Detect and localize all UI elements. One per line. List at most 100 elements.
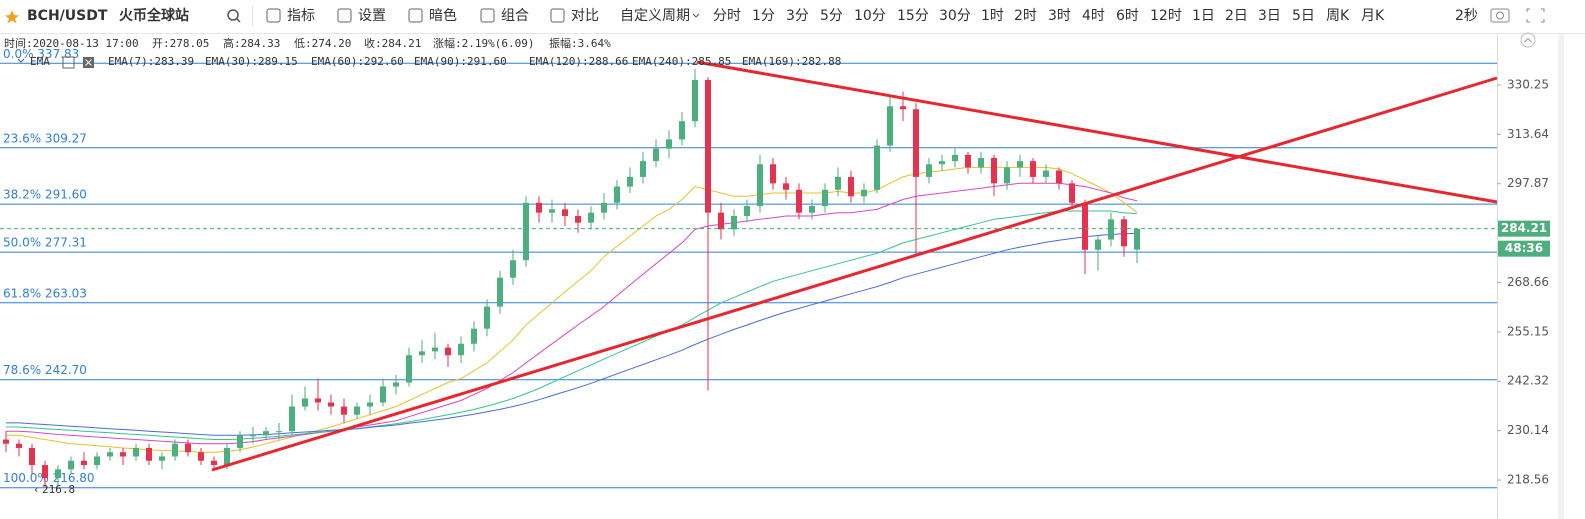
y-tick-label: 218.56 <box>1507 472 1549 486</box>
info-field: 收:284.21 <box>364 36 421 50</box>
period-button[interactable]: 2日 <box>1225 8 1248 24</box>
candle-body <box>848 176 854 197</box>
collapse-button[interactable] <box>1520 32 1536 48</box>
candle-body <box>445 347 451 356</box>
period-button[interactable]: 4时 <box>1082 8 1105 24</box>
y-tick-label: 230.14 <box>1507 423 1549 437</box>
candle-body <box>523 202 529 261</box>
period-button[interactable]: 分时 <box>713 8 741 24</box>
candle-body <box>185 443 191 453</box>
candle-body <box>81 460 87 466</box>
fib-label: 61.8% 263.03 <box>3 286 87 300</box>
legend-caret[interactable] <box>17 58 25 63</box>
candle-body <box>1056 170 1062 184</box>
ema-title: EMA <box>30 55 50 68</box>
close-x <box>85 59 92 66</box>
candle-body <box>393 382 399 387</box>
period-button[interactable]: 1日 <box>1192 8 1215 24</box>
collapse-arrow <box>1524 37 1532 43</box>
candle-body <box>640 161 646 177</box>
candle-body <box>653 148 659 162</box>
candle-body <box>1043 170 1049 177</box>
candle-body <box>172 443 178 457</box>
period-button[interactable]: 5日 <box>1292 8 1315 24</box>
fib-label: 23.6% 309.27 <box>3 131 87 145</box>
candle-body <box>237 435 243 448</box>
period-button[interactable]: 6时 <box>1116 8 1139 24</box>
period-button[interactable]: 12时 <box>1150 8 1182 24</box>
candle-body <box>1095 239 1101 250</box>
candle-body <box>211 460 217 466</box>
candle-body <box>965 154 971 168</box>
y-tick-label: 330.25 <box>1507 78 1549 92</box>
candle-body <box>705 79 711 213</box>
candle-body <box>276 431 282 433</box>
period-button[interactable]: 3分 <box>786 8 809 24</box>
candle-body <box>94 456 100 466</box>
settings-box[interactable] <box>62 56 75 69</box>
tool-button[interactable]: 暗色 <box>429 7 457 24</box>
info-field: 高:284.33 <box>223 36 280 50</box>
tool-button[interactable]: 对比 <box>571 8 599 24</box>
search-icon[interactable] <box>227 9 239 21</box>
period-menu[interactable]: 自定义周期 <box>620 8 690 24</box>
candle-body <box>978 157 984 168</box>
tool-icon <box>550 8 565 23</box>
exchange: 火币全球站 <box>119 7 189 24</box>
candle-body <box>1082 202 1088 250</box>
candle-body <box>887 106 893 146</box>
period-button[interactable]: 10分 <box>854 8 886 24</box>
tool-button[interactable]: 组合 <box>501 8 529 24</box>
candle-body <box>3 439 9 444</box>
tool-button[interactable]: 设置 <box>358 8 386 24</box>
candle-body <box>809 206 815 213</box>
ema-legend-item: EMA(169):282.88 <box>742 55 841 68</box>
period-button[interactable]: 月K <box>1361 8 1385 24</box>
tool-icon <box>408 8 423 23</box>
period-button[interactable]: 30分 <box>939 8 971 24</box>
fib-label: 0.0% 337.83 <box>3 47 79 61</box>
tool-icon <box>337 8 352 23</box>
screenshot-icon[interactable] <box>1490 8 1510 23</box>
period-button[interactable]: 3时 <box>1048 8 1071 24</box>
candle-body <box>68 460 74 470</box>
candle-body <box>289 406 295 432</box>
candle-body <box>1069 183 1075 203</box>
fib-label: 78.6% 242.70 <box>3 363 87 377</box>
symbol[interactable]: BCH/USDT <box>27 8 108 24</box>
candle-body <box>718 212 724 230</box>
search-icon-handle <box>236 18 241 23</box>
candle-body <box>484 306 490 329</box>
candle-body <box>1108 219 1114 240</box>
period-button[interactable]: 5分 <box>820 8 843 24</box>
candle-body <box>692 79 698 122</box>
period-button[interactable]: 周K <box>1326 8 1350 24</box>
period-button[interactable]: 2时 <box>1014 8 1037 24</box>
candle-body <box>1030 161 1036 177</box>
candle-body <box>354 406 360 415</box>
fullscreen-icon[interactable] <box>1526 8 1545 23</box>
candle-body <box>757 164 763 207</box>
candle-body <box>263 431 269 436</box>
scrollbar[interactable] <box>1558 34 1564 519</box>
period-button[interactable]: 15分 <box>897 8 929 24</box>
candle-body <box>1017 161 1023 168</box>
period-button[interactable]: 3日 <box>1258 8 1281 24</box>
tool-icon <box>480 8 495 23</box>
tool-button[interactable]: 指标 <box>287 8 315 24</box>
candle-body <box>744 206 750 216</box>
period-button[interactable]: 1分 <box>752 8 775 24</box>
trend-line <box>211 76 1498 472</box>
candle-body <box>406 355 412 383</box>
candle-body <box>679 121 685 140</box>
ema-legend-item: EMA(30):289.15 <box>205 55 298 68</box>
favorite-star[interactable] <box>5 10 19 24</box>
refresh-rate[interactable]: 2秒 <box>1455 8 1478 24</box>
ema-line <box>6 232 1138 436</box>
countdown-label: 48:36 <box>1505 241 1543 255</box>
candle-body <box>419 351 425 356</box>
candle-body <box>224 447 230 466</box>
ema-legend-item: EMA(90):291.60 <box>414 55 507 68</box>
period-button[interactable]: 1时 <box>981 8 1004 24</box>
candle-body <box>159 456 165 461</box>
